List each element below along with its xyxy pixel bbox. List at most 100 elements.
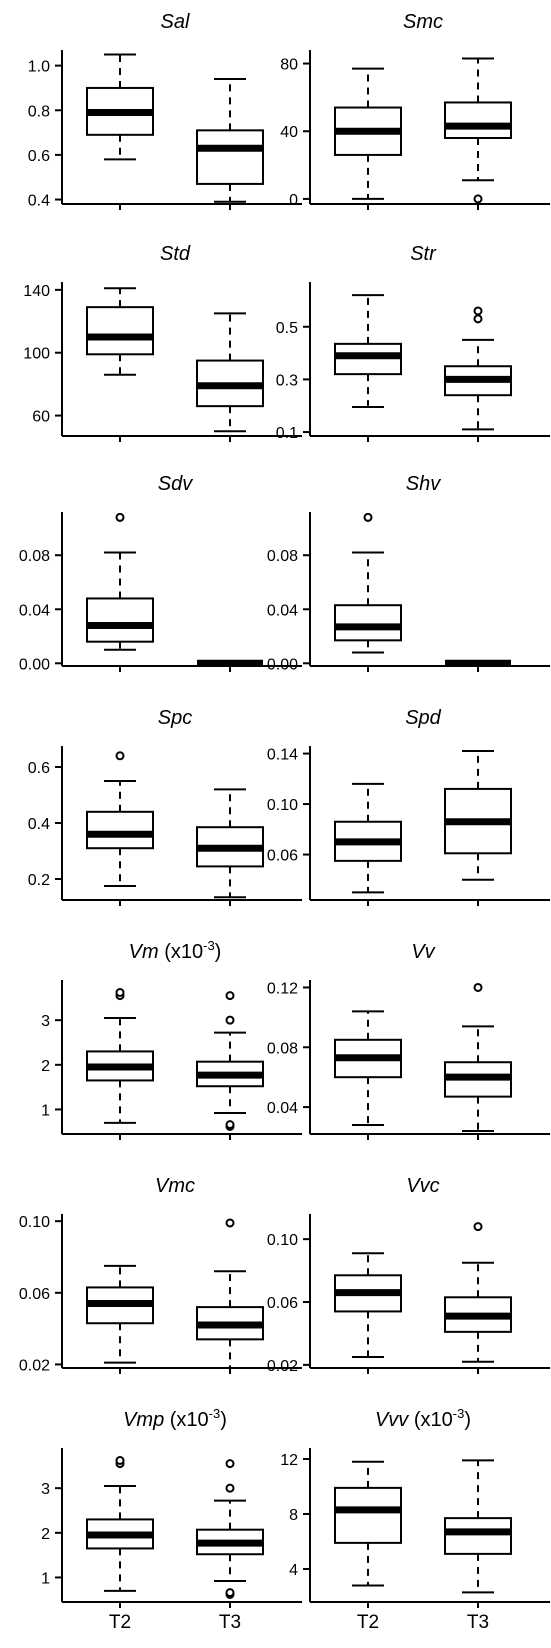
y-tick-label: 100 — [23, 346, 50, 363]
panel-unit-close: ) — [215, 941, 222, 963]
y-tick-label: 0.4 — [28, 193, 50, 210]
category-label: T2 — [109, 1612, 131, 1633]
y-tick-label: 1 — [41, 1102, 50, 1119]
panel-title: Shv — [406, 473, 441, 495]
y-tick-label: 0.06 — [19, 1286, 50, 1303]
panel-vvv: Vvv (x10-3) 4 8 12 T2 T3 — [280, 1406, 550, 1633]
box-t2 — [334, 294, 402, 409]
y-tick-label: 2 — [41, 1526, 50, 1543]
box-t3 — [196, 78, 264, 203]
y-tick-label: 140 — [23, 283, 50, 300]
panel-title: Sdv — [158, 473, 193, 495]
y-tick-label: 0.1 — [276, 425, 298, 442]
box-t2 — [86, 1455, 154, 1592]
y-tick-label: 0.6 — [28, 760, 50, 777]
panel-shv: Shv 0.00 0.04 0.08 — [267, 473, 550, 673]
iqr-box — [86, 810, 154, 850]
box-t3 — [196, 1459, 264, 1599]
outlier-point — [363, 512, 373, 522]
box-t2 — [86, 287, 154, 376]
iqr-box — [334, 1486, 402, 1544]
outlier-point — [115, 512, 125, 522]
y-tick-label: 0.5 — [276, 320, 298, 337]
panel-title: Vmp (x10-3) — [123, 1406, 227, 1431]
panel-unit: (x10 — [408, 1409, 452, 1431]
y-tick-label: 80 — [280, 57, 298, 74]
iqr-box — [334, 604, 402, 642]
y-tick-label: 60 — [32, 409, 50, 426]
category-label: T3 — [219, 1612, 241, 1633]
box-t2 — [334, 1010, 402, 1127]
box-t3 — [444, 1459, 512, 1594]
panel-std: Std 60 100 140 — [23, 243, 302, 442]
box-t3 — [444, 982, 512, 1133]
outlier-point — [473, 306, 483, 316]
y-tick-label: 0.14 — [267, 747, 298, 764]
outlier-point — [225, 1483, 235, 1493]
y-tick-label: 1.0 — [28, 59, 50, 76]
iqr-box — [444, 1517, 512, 1555]
box-t2 — [334, 782, 402, 894]
panel-unit: (x10 — [159, 941, 203, 963]
panel-title-name: Vvv — [375, 1409, 409, 1431]
panel-title-name: Sdv — [158, 473, 193, 495]
y-tick-label: 0.10 — [19, 1214, 50, 1231]
outlier-point — [225, 1588, 235, 1598]
panel-title-name: Smc — [403, 11, 443, 33]
box-t3 — [444, 750, 512, 881]
panel-vm: Vm (x10-3) 1 2 3 — [41, 938, 302, 1140]
y-tick-label: 0.8 — [28, 103, 50, 120]
box-t3 — [196, 312, 264, 433]
outlier-point — [225, 1218, 235, 1228]
panel-title-name: Spd — [405, 707, 441, 729]
panel-spc: Spc 0.2 0.4 0.6 — [28, 707, 302, 906]
y-tick-label: 0.10 — [267, 797, 298, 814]
panel-unit: (x10 — [164, 1409, 208, 1431]
y-tick-label: 0.04 — [267, 602, 298, 619]
panel-title-name: Shv — [406, 473, 441, 495]
y-tick-label: 0.04 — [19, 602, 50, 619]
box-t2 — [334, 67, 402, 200]
box-t2 — [86, 1264, 154, 1364]
panel-title: Vm (x10-3) — [129, 938, 222, 963]
box-t3 — [444, 1222, 512, 1363]
y-tick-label: 3 — [41, 1013, 50, 1030]
panel-unit-exponent: -3 — [203, 938, 215, 953]
outlier-point — [115, 1455, 125, 1465]
outlier-point — [225, 1459, 235, 1469]
panel-title-name: Vmc — [155, 1175, 195, 1197]
panel-title: Vv — [411, 941, 435, 963]
box-t3 — [444, 306, 512, 431]
panel-unit-close: ) — [220, 1409, 227, 1431]
y-tick-label: 0.08 — [19, 548, 50, 565]
panel-title-name: Vmp — [123, 1409, 164, 1431]
outlier-point — [225, 991, 235, 1001]
outlier-point — [473, 314, 483, 324]
iqr-box — [444, 101, 512, 139]
box-t2 — [334, 1252, 402, 1358]
panel-title-name: Spc — [158, 707, 192, 729]
panel-str: Str 0.1 0.3 0.5 — [276, 243, 550, 442]
box-t2 — [86, 987, 154, 1124]
panel-title: Std — [160, 243, 191, 265]
panel-unit-close: ) — [464, 1409, 471, 1431]
panel-unit-exponent: -3 — [453, 1406, 465, 1421]
box-t2 — [86, 512, 154, 651]
outlier-point — [473, 1222, 483, 1232]
y-tick-label: 0.08 — [267, 1040, 298, 1057]
y-tick-label: 0.6 — [28, 148, 50, 165]
y-tick-label: 0.10 — [267, 1232, 298, 1249]
panel-vv: Vv 0.04 0.08 0.12 — [267, 941, 550, 1140]
panel-vmc: Vmc 0.02 0.06 0.10 — [19, 1175, 302, 1374]
outlier-point — [473, 982, 483, 992]
box-t3 — [444, 57, 512, 204]
panel-vvc: Vvc 0.02 0.06 0.10 — [267, 1175, 550, 1375]
box-t3 — [196, 788, 264, 899]
y-tick-label: 0.00 — [19, 656, 50, 673]
panel-sdv: Sdv 0.00 0.04 0.08 — [19, 473, 302, 673]
y-tick-label: 0 — [289, 192, 298, 209]
y-tick-label: 0.12 — [267, 980, 298, 997]
box-t2 — [334, 1460, 402, 1587]
y-tick-label: 1 — [41, 1570, 50, 1587]
iqr-box — [86, 597, 154, 643]
